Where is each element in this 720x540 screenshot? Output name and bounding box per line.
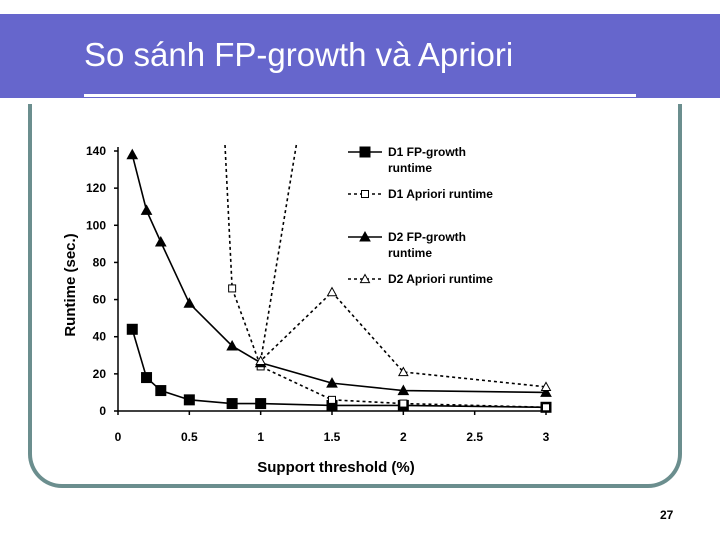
y-tick-label: 140 xyxy=(86,144,106,158)
x-tick-label: 2.5 xyxy=(466,430,483,444)
series-1-point xyxy=(155,385,167,397)
y-tick-label: 80 xyxy=(93,255,107,269)
series-3-point xyxy=(183,297,196,308)
y-tick-label: 40 xyxy=(93,330,107,344)
page-number: 27 xyxy=(660,508,674,522)
series-2-point xyxy=(228,284,237,293)
series-2-point xyxy=(328,395,336,404)
series-3-point xyxy=(140,204,153,215)
legend-2-label: D1 Apriori runtime xyxy=(388,187,493,201)
series-1-point xyxy=(141,372,153,384)
content-frame xyxy=(28,104,682,488)
series-4-line xyxy=(259,144,547,388)
title-underline xyxy=(84,94,636,97)
series-1-point xyxy=(126,323,138,335)
legend-1-marker xyxy=(359,146,371,158)
series-3-point xyxy=(540,386,552,397)
y-axis-label: Runtime (sec.) xyxy=(62,233,79,336)
title-bar xyxy=(0,14,720,98)
series-3-point xyxy=(154,235,167,247)
series-2-point xyxy=(542,403,550,412)
slide-title: So sánh FP-growth và Apriori xyxy=(84,36,514,73)
x-tick-label: 0.5 xyxy=(181,430,198,444)
series-1-point xyxy=(226,398,238,410)
series-4-point xyxy=(397,366,409,377)
legend-4-label: D2 Apriori runtime xyxy=(388,272,493,286)
x-tick-label: 0 xyxy=(115,430,122,444)
legend-3-marker xyxy=(359,230,371,242)
legend-4-marker xyxy=(359,273,371,284)
legend-3-label: D2 FP-growth xyxy=(388,230,466,244)
x-tick-label: 3 xyxy=(543,430,550,444)
x-axis-label: Support threshold (%) xyxy=(257,459,415,476)
y-tick-label: 60 xyxy=(93,293,107,307)
legend-1-label-cont: runtime xyxy=(388,161,432,175)
series-4-point xyxy=(540,381,552,391)
x-tick-label: 1 xyxy=(257,430,264,444)
y-tick-label: 100 xyxy=(86,218,106,232)
legend-2-marker xyxy=(361,190,369,198)
y-tick-label: 120 xyxy=(86,181,106,195)
series-4-point xyxy=(255,355,267,365)
y-tick-label: 20 xyxy=(93,367,107,381)
series-4-point xyxy=(326,286,338,297)
x-tick-label: 1.5 xyxy=(324,430,341,444)
series-3-point xyxy=(126,148,139,160)
series-3-point xyxy=(397,384,410,396)
legend-1-label: D1 FP-growth xyxy=(388,145,466,159)
series-1-point xyxy=(255,398,267,410)
x-tick-label: 2 xyxy=(400,430,407,444)
series-3-point xyxy=(326,377,338,388)
series-3-point xyxy=(226,339,238,351)
legend-3-label-cont: runtime xyxy=(388,246,432,260)
series-1-point xyxy=(183,394,195,406)
series-2-point xyxy=(399,399,408,408)
series-2-line xyxy=(224,144,547,409)
y-tick-label: 0 xyxy=(99,404,106,418)
